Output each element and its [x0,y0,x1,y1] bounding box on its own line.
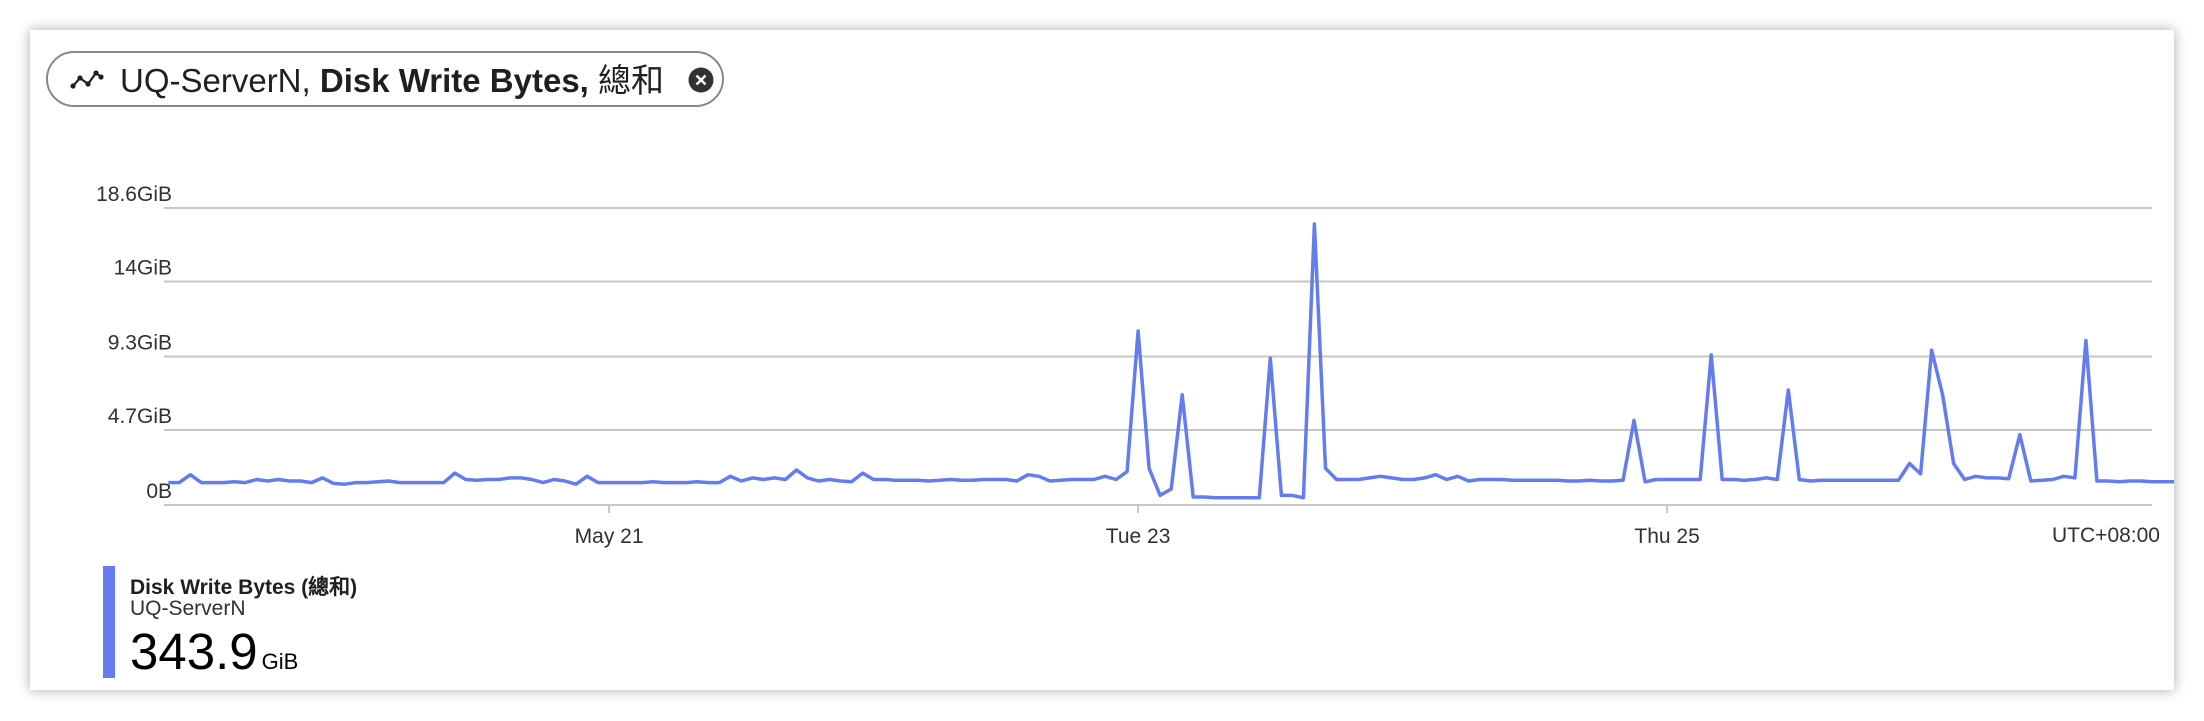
pill-resource: UQ-ServerN, [120,62,311,99]
legend-resource-name: UQ-ServerN [130,597,246,620]
legend-total-value: 343.9 [130,623,258,680]
y-tick-label: 4.7GiB [108,405,172,428]
series-line [168,222,2174,500]
legend-total-unit: GiB [261,649,299,674]
x-tick-label: Tue 23 [1106,525,1171,548]
y-tick-label: 0B [146,480,172,503]
y-tick-label: 14GiB [114,256,172,279]
x-tick-label: May 21 [575,525,644,548]
pill-metric: Disk Write Bytes, [319,62,589,99]
pill-aggregation: 總和 [598,62,665,99]
metric-pill-label: UQ-ServerN, Disk Write Bytes, 總和 [120,63,664,99]
legend-total: 343.9 GiB [130,624,298,680]
timezone-label: UTC+08:00 [2052,524,2160,547]
legend-series-name: Disk Write Bytes (總和) [130,576,358,599]
metric-pill[interactable]: UQ-ServerN, Disk Write Bytes, 總和 [46,51,724,107]
close-icon[interactable] [688,67,714,93]
y-tick-label: 18.6GiB [96,183,172,206]
chart-tile: UQ-ServerN, Disk Write Bytes, 總和 0B 4.7Gi… [30,30,2174,690]
x-tick-label: Thu 25 [1634,525,1699,548]
line-chart: 0B 4.7GiB 9.3GiB 14GiB 18.6GiB May 21 Tue 23 T… [96,183,2174,548]
legend-color-swatch [103,566,115,678]
y-tick-label: 9.3GiB [108,332,172,355]
line-chart-icon [70,70,104,89]
